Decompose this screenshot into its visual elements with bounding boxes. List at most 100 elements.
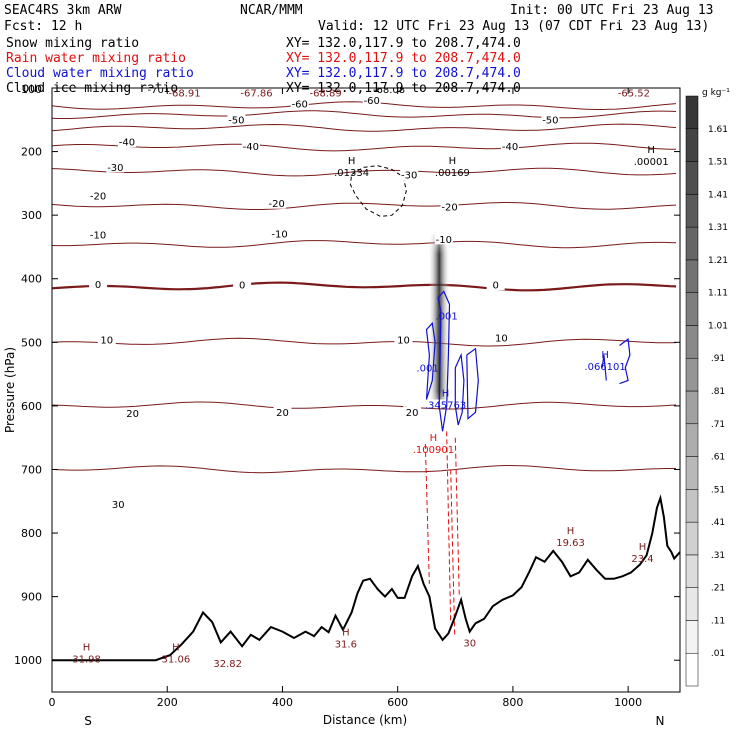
field-snow-xy: XY= 132.0,117.9 to 208.7,474.0	[286, 36, 521, 51]
organization: NCAR/MMM	[240, 3, 303, 18]
extrema-marker: L	[323, 77, 329, 88]
extrema-value: -65.52	[618, 89, 650, 100]
colorbar-swatch	[685, 521, 699, 556]
field-cloudwater-xy: XY= 132.0,117.9 to 208.7,474.0	[286, 66, 521, 81]
extrema-marker: H	[567, 526, 575, 537]
rain-contour	[424, 444, 430, 584]
colorbar-label: 1.51	[708, 158, 728, 168]
temperature-contour-line	[52, 401, 677, 410]
field-snow-label: Snow mixing ratio	[6, 36, 140, 51]
field-rain-xy: XY= 132.0,117.9 to 208.7,474.0	[286, 51, 521, 66]
temperature-contour-line	[52, 464, 676, 474]
cloud-water-contour	[466, 347, 479, 420]
contour-label-bg	[106, 161, 125, 173]
rain-contour	[450, 469, 456, 635]
extrema-value: 19.63	[556, 538, 585, 549]
extrema-value: .100901	[413, 445, 454, 456]
extrema-marker: L	[182, 77, 188, 88]
colorbar-swatch	[685, 194, 699, 228]
contour-label: -10	[436, 235, 452, 246]
colorbar-label: 1.11	[708, 289, 728, 299]
colorbar-label: .31	[711, 551, 725, 561]
extrema-marker: L	[631, 77, 637, 88]
x-tick-label: 200	[157, 696, 178, 709]
x-end-right: N	[656, 714, 665, 728]
colorbar-swatch	[685, 226, 699, 261]
colorbar-swatch	[685, 423, 699, 457]
colorbar-label: .01	[711, 649, 725, 659]
contour-label-bg	[273, 406, 292, 418]
colorbar-label: .61	[711, 453, 725, 463]
colorbar-label: 1.21	[708, 256, 728, 266]
cloud-water-contour	[425, 321, 436, 400]
contour-label-bg	[146, 88, 165, 95]
contour-label: -40	[119, 138, 135, 149]
snow-contour	[349, 165, 407, 217]
contour-label: -60	[292, 99, 308, 110]
contour-label: 10	[100, 335, 113, 346]
y-tick-label: 600	[21, 400, 42, 413]
colorbar-swatch	[685, 292, 699, 326]
colorbar-swatch	[685, 587, 699, 621]
extrema-value: 32.82	[213, 659, 242, 670]
colorbar-label: 1.31	[708, 223, 728, 233]
temperature-contour-line	[52, 337, 677, 347]
contour-label-bg	[486, 279, 505, 291]
colorbar-swatch	[685, 325, 699, 359]
extrema-value: .01334	[334, 168, 369, 179]
contour-label-bg	[267, 197, 286, 209]
contour-label: -10	[271, 230, 287, 241]
x-tick-label: 1000	[614, 696, 642, 709]
contour-label-bg	[123, 407, 142, 419]
extrema-marker: H	[342, 627, 350, 638]
colorbar-label: 1.41	[708, 190, 728, 200]
contour-label-bg	[541, 113, 560, 125]
extrema-value: 23.4	[631, 554, 653, 565]
colorbar-label: 1.61	[708, 125, 728, 135]
contour-label: 20	[126, 409, 139, 420]
contour-label: -30	[107, 163, 123, 174]
contour-label-bg	[362, 94, 381, 106]
colorbar-swatch	[685, 554, 699, 588]
y-tick-label: 800	[21, 527, 42, 540]
extrema-marker: H	[442, 388, 450, 399]
temperature-contour-line	[52, 110, 677, 119]
contour-label-bg	[492, 331, 511, 343]
contour-label-bg	[270, 228, 289, 240]
contour-label: 0	[492, 281, 498, 292]
contour-label: -70	[148, 85, 164, 96]
init-time: Init: 00 UTC Fri 23 Aug 13	[510, 3, 714, 18]
extrema-value: 31.98	[72, 655, 101, 666]
x-tick-label: 600	[387, 696, 408, 709]
contour-label: 0	[239, 281, 245, 292]
contour-label-bg	[241, 140, 260, 152]
contour-label-bg	[400, 169, 419, 181]
colorbar-swatch	[685, 489, 699, 523]
extrema-value: .001	[417, 363, 439, 374]
colorbar-label: .21	[711, 584, 725, 594]
extrema-marker: H	[430, 433, 438, 444]
model-name: SEAC4RS 3km ARW	[4, 3, 122, 18]
temperature-contour-line	[52, 167, 677, 177]
contour-label: -50	[228, 115, 244, 126]
y-top-label: 100	[21, 83, 42, 96]
temperature-contour-line	[52, 123, 677, 132]
extrema-value: .345763	[425, 400, 466, 411]
plot-frame	[51, 87, 681, 693]
extrema-marker: H	[639, 542, 647, 553]
x-tick-label: 400	[272, 696, 293, 709]
colorbar-swatch	[685, 161, 699, 195]
field-rain-label: Rain water mixing ratio	[6, 51, 187, 66]
colorbar-label: .41	[711, 518, 725, 528]
contour-label-bg	[117, 136, 136, 148]
contour-label: -20	[90, 192, 106, 203]
contour-label: -68.08	[373, 85, 405, 96]
temperature-contour-line	[52, 202, 677, 210]
forecast-hour: Fcst: 12 h	[4, 19, 83, 34]
extrema-value: .066101	[584, 362, 625, 373]
axes: 100 Distance (km) Pressure (hPa) S N g k…	[3, 83, 730, 728]
contour-label: 20	[406, 408, 419, 419]
x-end-left: S	[84, 714, 92, 728]
colorbar-label: .81	[711, 387, 725, 397]
